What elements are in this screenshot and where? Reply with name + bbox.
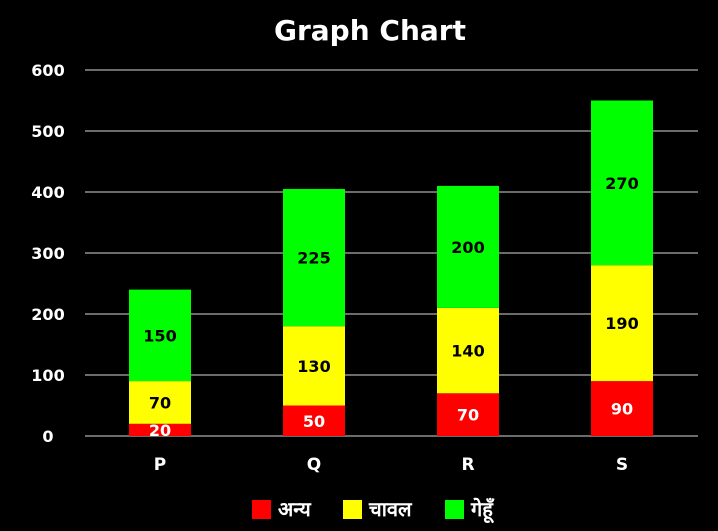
legend-label: चावल [368,497,413,521]
bar-segment [129,423,191,436]
x-tick-label: S [616,455,628,475]
data-label: 50 [303,412,325,431]
y-tick-label: 200 [31,305,64,324]
x-tick-label: P [154,455,166,475]
data-labels: 20 70 150 50 130 225 70 140 200 90 190 270 [143,174,638,440]
legend-label: अन्य [278,497,312,521]
bar-segment [591,265,653,382]
bar-segment [437,393,499,436]
data-label: 90 [611,400,633,419]
chart-title: Graph Chart [274,14,466,47]
bar-segment [129,381,191,424]
x-tick-label: Q [307,455,321,475]
y-tick-label: 0 [42,427,53,446]
bar-segment [283,405,345,436]
data-label: 70 [149,393,171,412]
data-label: 225 [297,249,330,268]
bar-segment [591,381,653,436]
data-label: 200 [451,238,484,257]
bars [129,100,653,436]
bar-segment [437,185,499,308]
data-label: 140 [451,342,484,361]
data-label: 20 [149,421,171,440]
data-label: 150 [143,326,176,345]
legend: अन्य चावल गेहूँ [252,497,495,524]
y-tick-label: 300 [31,244,64,263]
bar-segment [283,326,345,406]
legend-label: गेहूँ [470,497,495,524]
bar-segment [437,307,499,394]
legend-swatch [445,500,464,519]
x-tick-label: R [461,455,474,475]
legend-swatch [343,500,362,519]
data-label: 70 [457,406,479,425]
bar-segment [129,289,191,382]
legend-swatch [252,500,271,519]
y-tick-label: 400 [31,183,64,202]
bar-segment [283,188,345,327]
data-label: 130 [297,357,330,376]
y-tick-label: 600 [31,61,64,80]
data-label: 190 [605,314,638,333]
y-tick-label: 500 [31,122,64,141]
x-axis-tick-labels: P Q R S [154,455,628,475]
y-axis-tick-labels: 0 100 200 300 400 500 600 [31,61,64,446]
data-label: 270 [605,174,638,193]
y-tick-label: 100 [31,366,64,385]
bar-segment [591,100,653,266]
